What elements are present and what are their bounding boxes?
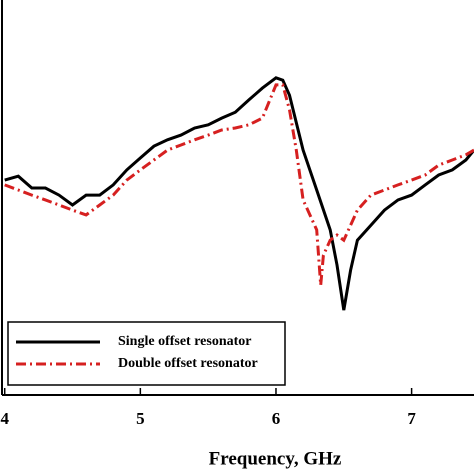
legend-box [7,321,286,386]
legend-label: Single offset resonator [118,334,252,349]
x-tick-label: 4 [0,409,9,428]
line-series [4,83,474,286]
line-series [4,76,474,311]
x-tick-label: 6 [272,409,281,428]
x-tick-label: 7 [407,409,416,428]
x-axis-label: Frequency, GHz [209,448,342,469]
legend-label: Double offset resonator [118,356,258,371]
x-tick-label: 5 [136,409,145,428]
